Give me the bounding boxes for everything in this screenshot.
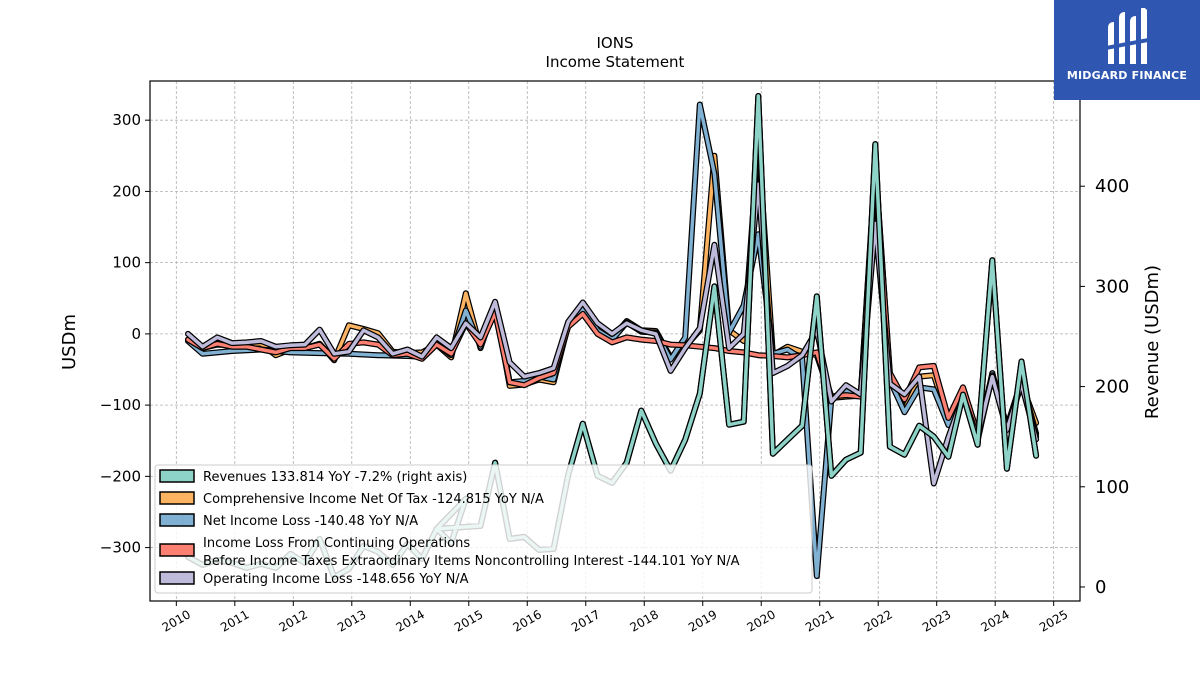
x-tick-label: 2018: [628, 607, 661, 634]
y-tick-label-left: 100: [112, 254, 141, 272]
legend-swatch-1: [159, 491, 195, 505]
x-tick-label: 2017: [569, 607, 602, 634]
y-tick-label-right: 0: [1095, 577, 1106, 598]
chart-subtitle: Income Statement: [546, 53, 685, 71]
x-tick-label: 2025: [1037, 607, 1070, 634]
legend-label-0: Revenues 133.814 YoY -7.2% (right axis): [203, 470, 467, 485]
legend-label-4: Operating Income Loss -148.656 YoY N/A: [203, 572, 469, 587]
legend-swatch-0: [159, 469, 195, 483]
y-tick-label-right: 200: [1095, 377, 1129, 398]
legend-box: [154, 464, 813, 594]
x-tick-label: 2010: [160, 607, 193, 634]
x-tick-label: 2021: [803, 607, 836, 634]
legend-label-1: Comprehensive Income Net Of Tax -124.815…: [203, 492, 544, 507]
y-tick-label-left: −300: [100, 539, 141, 557]
y-tick-label-right: 400: [1095, 176, 1129, 197]
x-tick-label: 2022: [861, 607, 894, 634]
x-tick-label: 2016: [511, 607, 544, 634]
y-axis-label-right: Revenue (USDm): [1142, 265, 1163, 419]
x-tick-label: 2020: [744, 607, 777, 634]
y-tick-label-left: 200: [112, 182, 141, 200]
chart-title: IONS: [597, 34, 634, 52]
x-tick-label: 2024: [978, 607, 1011, 634]
legend: Revenues 133.814 YoY -7.2% (right axis) C…: [154, 464, 813, 594]
legend-label-3-line-1: Before Income Taxes Extraordinary Items …: [203, 554, 740, 569]
x-tick-label: 2015: [452, 607, 485, 634]
series-line-3: [186, 164, 1038, 439]
legend-swatch-3: [159, 543, 195, 557]
legend-label-3-line-0: Income Loss From Continuing Operations: [203, 536, 470, 551]
x-tick-label: 2012: [277, 607, 310, 634]
series-line-4: [186, 182, 1038, 486]
y-tick-label-left: −200: [100, 467, 141, 485]
midgard-logo-icon: [1106, 8, 1148, 64]
x-tick-label: 2019: [686, 607, 719, 634]
legend-swatch-4: [159, 571, 195, 585]
series-outline-3: [185, 163, 1040, 440]
y-tick-label-right: 100: [1095, 477, 1129, 498]
plot-frame: [149, 80, 1081, 602]
y-tick-label-right: 300: [1095, 276, 1129, 297]
midgard-finance-logo: MIDGARD FINANCE: [1054, 0, 1200, 100]
y-tick-label-left: −100: [100, 396, 141, 414]
legend-label-2: Net Income Loss -140.48 YoY N/A: [203, 514, 418, 529]
x-tick-label: 2013: [335, 607, 368, 634]
y-axis-label-left: USDm: [59, 314, 80, 370]
x-tick-label: 2011: [218, 607, 251, 634]
x-tick-label: 2023: [920, 607, 953, 634]
y-tick-label-left: 300: [112, 111, 141, 129]
y-tick-label-left: 0: [131, 325, 141, 343]
x-tick-label: 2014: [394, 607, 427, 634]
legend-swatch-2: [159, 513, 195, 527]
logo-text: MIDGARD FINANCE: [1066, 69, 1188, 82]
